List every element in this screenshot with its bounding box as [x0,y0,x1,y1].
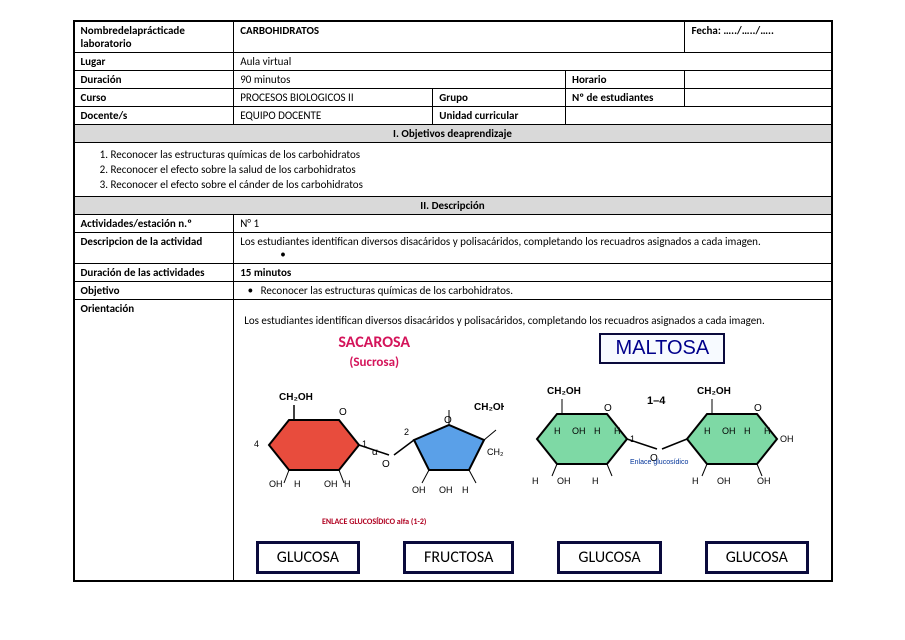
fecha-label: Fecha: …../…../….. [685,22,831,53]
oh-f1: OH [412,485,426,495]
objetivo-2: Reconocer el efecto sobre la salud de lo… [111,162,825,177]
h-in2: H [594,426,601,436]
fructose-ring [414,425,484,470]
unidad-label: Unidad curricular [433,107,566,125]
oh-f2: OH [439,485,453,495]
o-m1: O [604,403,612,414]
horario-value [685,71,831,89]
oh-in1: OH [572,426,586,436]
objetivo-3: Reconocer el efecto sobre el cánder de l… [111,177,825,192]
dur-act-value: 15 minutos [234,264,831,282]
actividades-value: N° 1 [234,215,831,233]
objetivos-cell: Reconocer las estructuras químicas de lo… [74,143,831,197]
answer-box-2[interactable]: FRUCTOSA [403,541,514,574]
enlace-label: ENLACE GLUCOSÍDICO alfa (1-2) [244,518,504,527]
oh-m3: OH [757,476,771,486]
duracion-value: 90 minutos [234,71,566,89]
dur-act-label: Duración de las actividades [74,264,234,282]
objetivo-label: Objetivo [74,282,234,300]
h-f1: H [462,485,469,495]
sacarosa-name: SACAROSA [338,333,410,352]
sacarosa-svg: O CH₂OH 4 OH H OH H 1 α [244,375,504,515]
desc-label: Descripcion de la actividad [74,233,234,264]
sacarosa-title: SACAROSA (Sucrosa) [244,333,504,371]
oh-m4: OH [780,434,794,444]
ch2oh-3: CH₂OH [487,447,504,457]
alpha-label: α [372,447,378,458]
oh-in2: OH [722,426,736,436]
oh-m1: OH [557,476,571,486]
document-frame: Nombredelaprácticade laboratorio CARBOHI… [73,20,833,582]
label-4: 4 [254,439,259,449]
desc-value: Los estudiantes identifican diversos dis… [234,233,831,264]
nombre-value: CARBOHIDRATOS [234,22,685,53]
answer-boxes: GLUCOSA FRUCTOSA GLUCOSA GLUCOSA [244,541,820,574]
glucose-ring [269,420,359,470]
lugar-value: Aula virtual [234,53,831,71]
objetivos-header: I. Objetivos deaprendizaje [74,125,831,143]
sacarosa-block: SACAROSA (Sucrosa) O CH₂OH 4 OH H [244,333,504,527]
objetivo-1: Reconocer las estructuras químicas de lo… [111,147,825,162]
h-in4: H [704,426,711,436]
docente-value: EQUIPO DOCENTE [234,107,433,125]
sacarosa-sub: (Sucrosa) [349,355,399,370]
orientacion-label: Orientación [74,300,234,581]
actividades-label: Actividades/estación n.º [74,215,234,233]
o-link: O [382,459,390,470]
curso-value: PROCESOS BIOLOGICOS II [234,89,433,107]
objetivo-value: • Reconocer las estructuras químicas de … [234,282,831,300]
diagram-row: SACAROSA (Sucrosa) O CH₂OH 4 OH H [244,333,820,527]
answer-box-3[interactable]: GLUCOSA [557,541,661,574]
orientacion-cell: Los estudiantes identifican diversos dis… [234,300,831,581]
glucose-right [687,414,777,464]
answer-box-4[interactable]: GLUCOSA [705,541,809,574]
h-2: H [344,479,351,489]
orientacion-text: Los estudiantes identifican diversos dis… [244,314,820,327]
unidad-value [566,107,831,125]
label-1m: 1 [630,434,635,444]
nombre-label: Nombredelaprácticade laboratorio [74,22,234,53]
oh-1: OH [269,479,283,489]
h-m1: H [532,476,539,486]
answer-box-1[interactable]: GLUCOSA [256,541,360,574]
enlace-maltosa: Enlace glucosídico [630,459,688,466]
h-1: H [294,479,301,489]
o-fru: O [444,415,452,426]
h-in5: H [744,426,751,436]
h-in1: H [554,426,561,436]
lugar-label: Lugar [74,53,234,71]
oh-2: OH [324,479,338,489]
n-est-value [685,89,831,107]
objetivo-text: Reconocer las estructuras químicas de lo… [261,284,513,297]
o-m2: O [754,403,762,414]
maltosa-title: MALTOSA [599,333,725,364]
glucose-left [537,414,627,464]
objetivos-list: Reconocer las estructuras químicas de lo… [111,147,825,192]
h-m3: H [692,476,699,486]
n-est-label: Nº de estudiantes [566,89,685,107]
o-label: O [339,407,347,418]
curso-label: Curso [74,89,234,107]
horario-label: Horario [566,71,685,89]
bond-14: 1–4 [647,395,666,407]
ch2oh-m2: CH₂OH [697,386,731,397]
ch2oh-1: CH₂OH [279,392,313,403]
h-in6: H [764,426,771,436]
h-m2: H [592,476,599,486]
duracion-label: Duración [74,71,234,89]
label-2: 2 [404,427,409,437]
ch2oh-m1: CH₂OH [547,386,581,397]
grupo-label: Grupo [433,89,566,107]
docente-label: Docente/s [74,107,234,125]
oh-m2: OH [717,476,731,486]
maltosa-svg: O CH₂OH H OH H H H OH H 1 1– [522,364,802,504]
descripcion-header: II. Descripción [74,197,831,215]
header-table: Nombredelaprácticade laboratorio CARBOHI… [74,21,832,581]
h-in3: H [614,426,621,436]
maltosa-block: MALTOSA O CH₂OH H OH H H H O [504,333,820,507]
desc-text: Los estudiantes identifican diversos dis… [240,235,761,248]
ch2oh-2: CH₂OH [474,402,504,413]
